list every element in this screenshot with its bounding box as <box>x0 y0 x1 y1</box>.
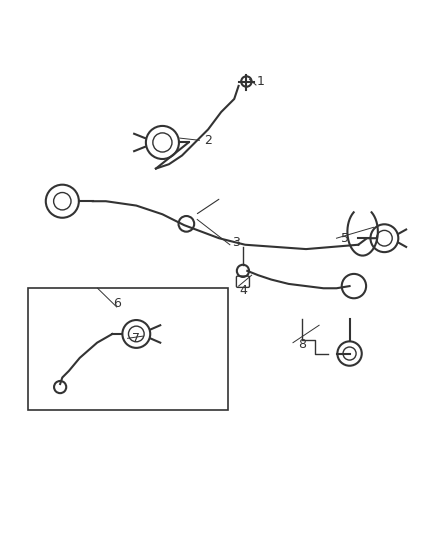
Text: 3: 3 <box>233 236 240 249</box>
Text: 4: 4 <box>239 284 247 297</box>
Text: 7: 7 <box>132 332 140 345</box>
Text: 6: 6 <box>113 297 120 310</box>
Text: 8: 8 <box>298 338 306 351</box>
Text: 2: 2 <box>204 134 212 147</box>
Bar <box>28 288 228 410</box>
Text: 5: 5 <box>341 232 349 245</box>
Text: 1: 1 <box>256 75 264 88</box>
